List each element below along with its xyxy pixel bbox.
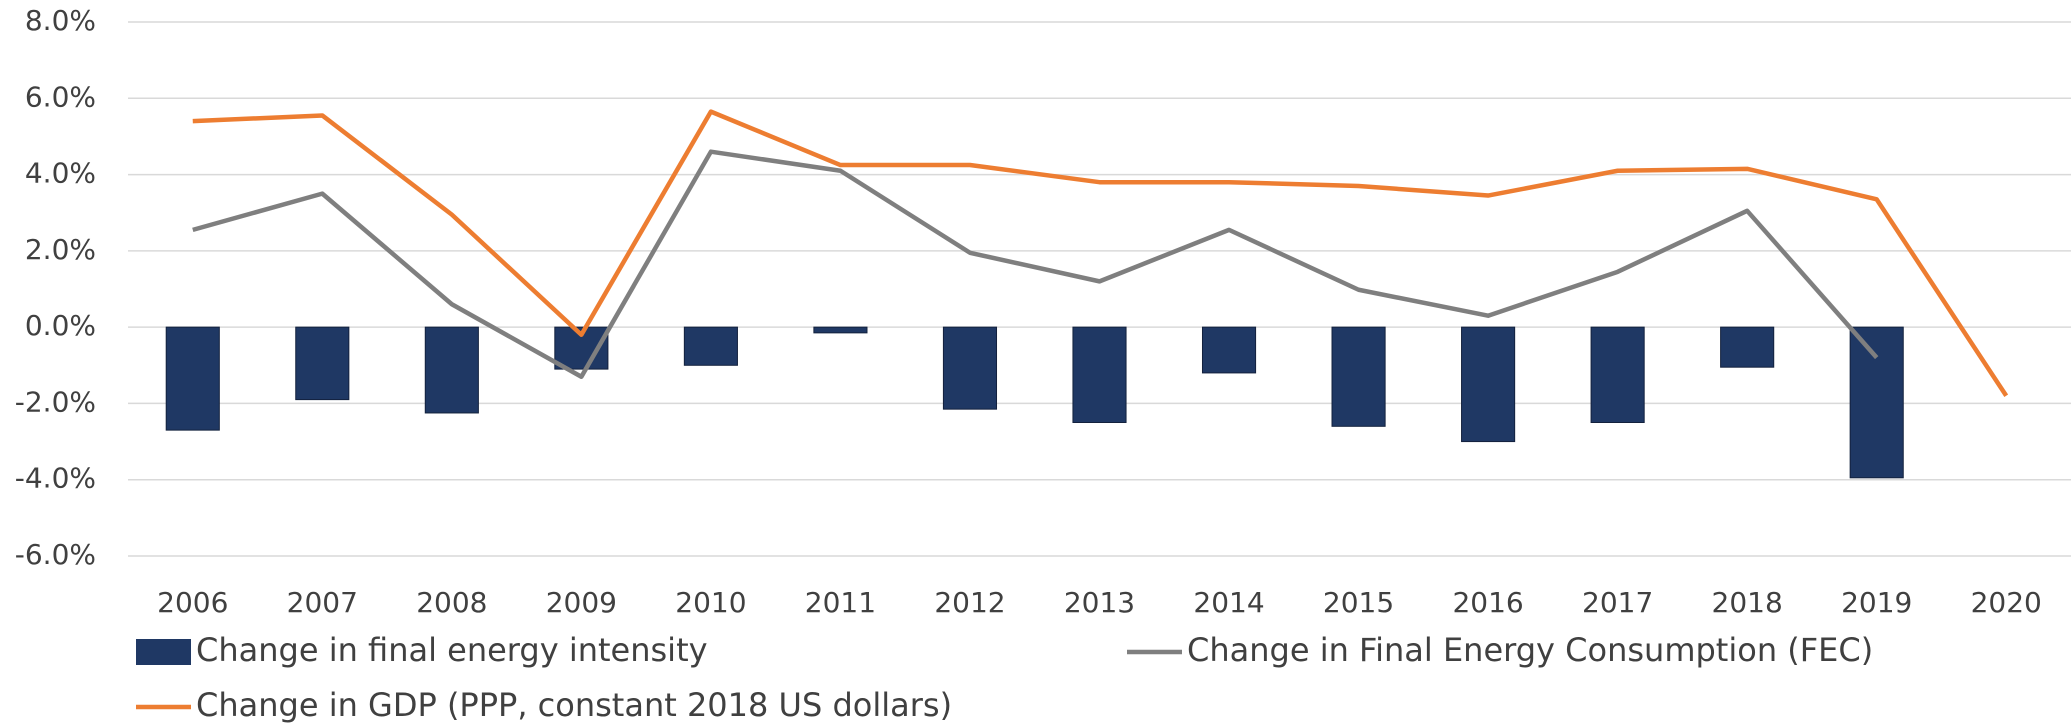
- x-tick-label: 2013: [1064, 586, 1135, 619]
- x-tick-label: 2020: [1971, 586, 2042, 619]
- bar: [813, 326, 868, 334]
- y-tick-label: -4.0%: [15, 462, 96, 495]
- bar: [1720, 326, 1775, 368]
- x-tick-label: 2014: [1193, 586, 1264, 619]
- legend-label: Change in Final Energy Consumption (FEC): [1187, 631, 1873, 669]
- bar: [1849, 326, 1904, 479]
- bar: [1461, 326, 1516, 443]
- x-tick-label: 2015: [1323, 586, 1394, 619]
- x-tick-label: 2017: [1582, 586, 1653, 619]
- y-tick-label: 2.0%: [25, 233, 96, 266]
- x-tick-label: 2006: [157, 586, 228, 619]
- y-tick-label: -2.0%: [15, 385, 96, 418]
- y-tick-label: 4.0%: [25, 157, 96, 190]
- legend-swatch: [136, 639, 191, 665]
- bar: [1201, 326, 1257, 374]
- legend-label: Change in final energy intensity: [196, 631, 708, 669]
- bar: [1072, 326, 1127, 423]
- x-tick-label: 2010: [675, 586, 746, 619]
- bar: [683, 326, 738, 366]
- x-tick-label: 2007: [287, 586, 358, 619]
- line: [192, 149, 1879, 379]
- x-tick-label: 2018: [1712, 586, 1783, 619]
- x-tick-label: 2016: [1452, 586, 1523, 619]
- legend-label: Change in GDP (PPP, constant 2018 US dol…: [196, 686, 952, 724]
- y-tick-label: 6.0%: [25, 80, 96, 113]
- x-tick-label: 2009: [546, 586, 617, 619]
- x-tick-label: 2008: [416, 586, 487, 619]
- x-tick-label: 2019: [1841, 586, 1912, 619]
- y-tick-label: 0.0%: [25, 309, 96, 342]
- bar: [165, 326, 220, 431]
- bar: [424, 326, 479, 414]
- line: [192, 109, 2009, 398]
- bar: [295, 326, 350, 401]
- bar: [1590, 326, 1645, 423]
- bar: [1331, 326, 1386, 427]
- y-tick-label: 8.0%: [25, 4, 96, 37]
- x-tick-label: 2011: [805, 586, 876, 619]
- bar: [942, 326, 998, 410]
- y-tick-label: -6.0%: [15, 538, 96, 571]
- x-tick-label: 2012: [934, 586, 1005, 619]
